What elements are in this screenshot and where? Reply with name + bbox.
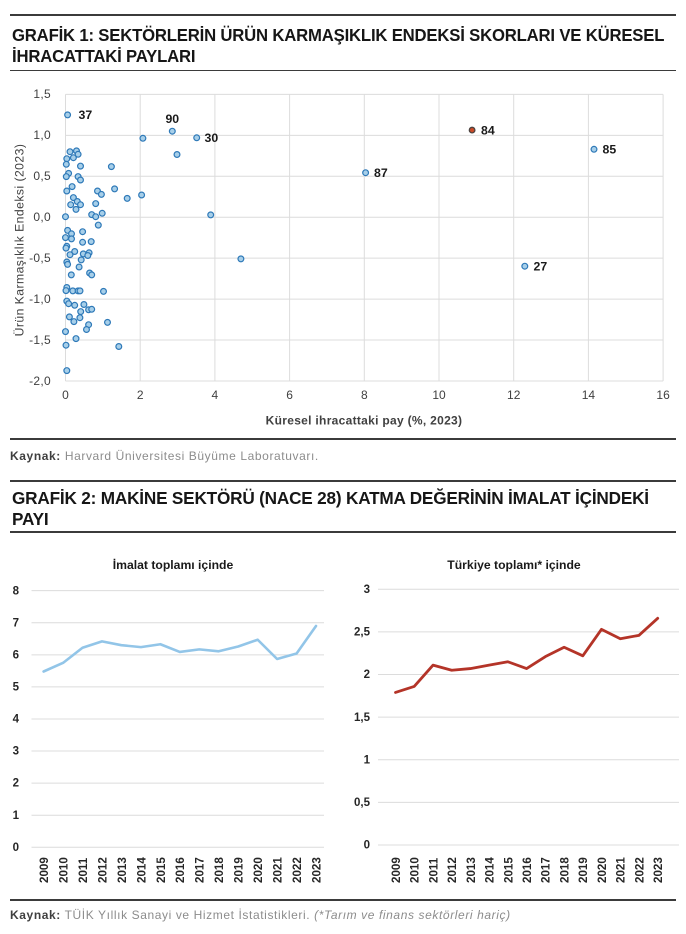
svg-text:2012: 2012 <box>446 857 459 883</box>
svg-text:3: 3 <box>364 584 370 596</box>
svg-text:7: 7 <box>13 617 19 629</box>
svg-text:2,5: 2,5 <box>354 627 371 639</box>
svg-text:10: 10 <box>432 388 446 402</box>
svg-text:14: 14 <box>582 388 596 402</box>
svg-text:2022: 2022 <box>291 857 304 883</box>
svg-text:2021: 2021 <box>615 857 628 883</box>
svg-text:2014: 2014 <box>135 857 148 883</box>
svg-text:2013: 2013 <box>465 857 478 883</box>
svg-text:8: 8 <box>13 585 20 597</box>
svg-text:2015: 2015 <box>155 857 168 883</box>
svg-text:90: 90 <box>165 112 179 126</box>
svg-text:2019: 2019 <box>577 857 590 883</box>
svg-text:2016: 2016 <box>521 857 534 883</box>
svg-text:2016: 2016 <box>174 857 187 883</box>
svg-text:2011: 2011 <box>77 857 90 883</box>
svg-text:30: 30 <box>205 131 219 145</box>
svg-text:1,5: 1,5 <box>33 87 51 101</box>
svg-text:-2,0: -2,0 <box>29 374 51 388</box>
svg-text:4: 4 <box>13 714 20 726</box>
svg-text:1,0: 1,0 <box>33 128 51 142</box>
svg-text:2010: 2010 <box>58 857 71 883</box>
svg-text:2009: 2009 <box>390 857 403 883</box>
svg-text:2009: 2009 <box>38 857 51 883</box>
svg-text:2018: 2018 <box>559 857 572 883</box>
svg-text:5: 5 <box>13 682 20 694</box>
svg-text:2012: 2012 <box>96 857 109 883</box>
svg-text:0,5: 0,5 <box>33 169 51 183</box>
svg-text:2023: 2023 <box>652 857 665 883</box>
svg-text:84: 84 <box>481 124 495 138</box>
svg-text:1: 1 <box>364 754 371 766</box>
svg-text:2017: 2017 <box>540 857 553 883</box>
svg-text:2: 2 <box>13 778 19 790</box>
svg-text:2014: 2014 <box>484 857 497 883</box>
svg-text:2020: 2020 <box>596 857 609 883</box>
svg-text:27: 27 <box>534 260 548 274</box>
svg-text:37: 37 <box>79 108 93 122</box>
svg-text:0: 0 <box>364 840 370 852</box>
svg-text:0: 0 <box>62 388 69 402</box>
svg-text:4: 4 <box>212 388 219 402</box>
svg-text:İmalat toplamı içinde: İmalat toplamı içinde <box>113 557 234 572</box>
svg-text:2019: 2019 <box>233 857 246 883</box>
svg-text:6: 6 <box>286 388 293 402</box>
svg-text:3: 3 <box>13 746 19 758</box>
svg-text:8: 8 <box>361 388 368 402</box>
svg-text:12: 12 <box>507 388 521 402</box>
svg-text:2023: 2023 <box>310 857 323 883</box>
svg-text:2021: 2021 <box>272 857 285 883</box>
svg-text:85: 85 <box>603 143 617 157</box>
svg-text:Ürün Karmaşıklık Endeksi (2023: Ürün Karmaşıklık Endeksi (2023) <box>12 144 26 337</box>
svg-text:2022: 2022 <box>633 857 646 883</box>
svg-text:0,0: 0,0 <box>33 210 51 224</box>
svg-text:0: 0 <box>13 842 19 854</box>
svg-text:2: 2 <box>364 669 370 681</box>
svg-text:2015: 2015 <box>502 857 515 883</box>
svg-text:2020: 2020 <box>252 857 265 883</box>
svg-text:2010: 2010 <box>409 857 422 883</box>
svg-text:1: 1 <box>13 810 20 822</box>
svg-text:2018: 2018 <box>213 857 226 883</box>
svg-text:16: 16 <box>656 388 670 402</box>
svg-text:Türkiye toplamı* içinde: Türkiye toplamı* içinde <box>447 558 581 572</box>
svg-text:2013: 2013 <box>116 857 129 883</box>
svg-text:Küresel ihracattaki pay (%, 20: Küresel ihracattaki pay (%, 2023) <box>266 414 463 428</box>
svg-text:2017: 2017 <box>194 857 207 883</box>
svg-text:-1,0: -1,0 <box>29 292 51 306</box>
svg-text:87: 87 <box>374 166 388 180</box>
svg-text:-1,5: -1,5 <box>29 333 51 347</box>
svg-text:1,5: 1,5 <box>354 712 371 724</box>
svg-text:0,5: 0,5 <box>354 797 371 809</box>
svg-text:-0,5: -0,5 <box>29 251 51 265</box>
svg-text:2011: 2011 <box>427 857 440 883</box>
svg-text:2: 2 <box>137 388 144 402</box>
svg-text:6: 6 <box>13 649 19 661</box>
